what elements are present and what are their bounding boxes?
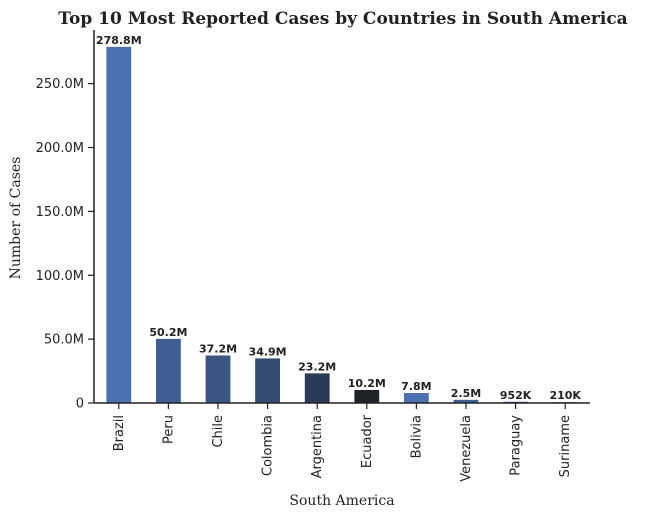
x-axis: Brazil Peru Chile Colombia Argentina Ecuador B… bbox=[94, 402, 590, 482]
x-axis-label: South America bbox=[289, 493, 394, 509]
x-tick-label: Chile bbox=[211, 415, 226, 448]
bar-brazil bbox=[106, 46, 132, 404]
y-axis-label: Number of Cases bbox=[8, 157, 24, 280]
y-tick-label: 50.0M bbox=[44, 333, 84, 348]
data-label-argentina: 23.2M bbox=[298, 360, 336, 373]
y-tick-label: 100.0M bbox=[36, 269, 84, 284]
bar-venezuela bbox=[453, 399, 479, 403]
bar-colombia bbox=[255, 358, 280, 403]
bars-group bbox=[106, 46, 578, 404]
data-label-paraguay: 952K bbox=[500, 389, 532, 402]
y-tick-label: 250.0M bbox=[36, 77, 84, 92]
data-label-peru: 50.2M bbox=[149, 326, 187, 339]
x-tick-label: Argentina bbox=[310, 415, 325, 478]
y-tick-label: 200.0M bbox=[36, 141, 84, 156]
y-axis: 0 50.0M 100.0M 150.0M 200.0M 250.0M bbox=[36, 30, 95, 412]
y-tick-label: 150.0M bbox=[36, 205, 84, 220]
data-label-suriname: 210K bbox=[549, 389, 581, 402]
x-tick-label: Ecuador bbox=[360, 414, 375, 468]
x-tick-label: Venezuela bbox=[459, 415, 474, 482]
data-label-venezuela: 2.5M bbox=[451, 387, 481, 400]
x-tick-label: Colombia bbox=[261, 415, 276, 476]
data-label-bolivia: 7.8M bbox=[401, 380, 431, 393]
data-labels-group: 278.8M 50.2M 37.2M 34.9M 23.2M 10.2M 7.8M 2.5M 9… bbox=[96, 34, 581, 402]
x-tick-label: Brazil bbox=[112, 415, 127, 451]
bar-ecuador bbox=[354, 389, 380, 403]
data-label-chile: 37.2M bbox=[199, 342, 237, 355]
x-tick-label: Peru bbox=[161, 415, 176, 444]
bar-chile bbox=[205, 355, 231, 403]
x-tick-label: Paraguay bbox=[509, 415, 524, 476]
bar-argentina bbox=[304, 373, 330, 403]
x-tick-label: Suriname bbox=[558, 415, 573, 477]
data-label-colombia: 34.9M bbox=[249, 345, 287, 358]
x-tick-label: Bolivia bbox=[409, 415, 424, 458]
data-label-ecuador: 10.2M bbox=[348, 377, 386, 390]
bar-bolivia bbox=[404, 393, 429, 403]
chart-title: Top 10 Most Reported Cases by Countries … bbox=[58, 9, 627, 29]
data-label-brazil: 278.8M bbox=[96, 34, 142, 47]
y-tick-label: 0 bbox=[76, 397, 84, 412]
bar-peru bbox=[156, 338, 181, 403]
